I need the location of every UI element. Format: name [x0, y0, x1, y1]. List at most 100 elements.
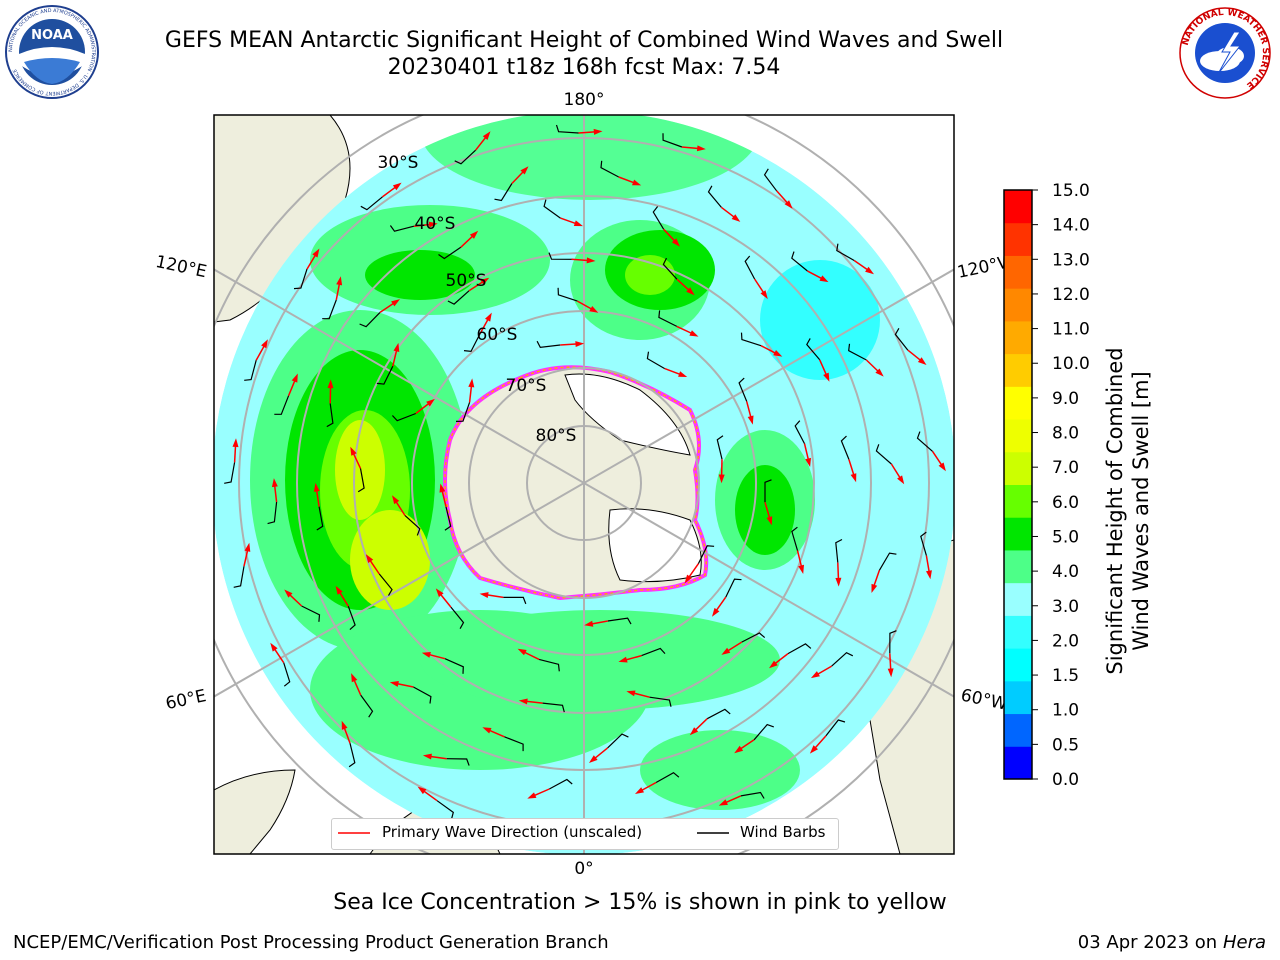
- wind-barb: [347, 605, 356, 631]
- wind-barb: [875, 444, 892, 465]
- lat-label-60s: 60°S: [477, 325, 518, 345]
- wave-direction-arrowhead: [731, 214, 741, 222]
- wave-direction-arrow: [427, 653, 446, 660]
- wave-direction-arrow: [664, 367, 682, 376]
- wind-barb: [536, 340, 561, 349]
- wave-direction-arrow: [865, 359, 880, 374]
- colorbar-segment: [1004, 484, 1032, 518]
- wind-barb: [555, 124, 579, 134]
- wave-direction-arrowhead: [350, 446, 357, 456]
- wave-direction-arrowhead: [712, 607, 720, 617]
- wave-direction-arrowhead: [313, 482, 320, 492]
- wave-direction-arrowhead: [284, 589, 293, 598]
- lat-label-70s: 70°S: [506, 376, 547, 396]
- wave-direction-arrow: [726, 641, 743, 653]
- colorbar-segment: [1004, 222, 1032, 256]
- lat-label-30s: 30°S: [378, 153, 419, 173]
- wind-barb: [543, 199, 561, 219]
- wave-direction-arrow: [776, 190, 790, 205]
- wind-barb: [607, 733, 629, 749]
- colorbar-segment: [1004, 386, 1032, 420]
- forecast-info: 20230401 t18z 168h fcst Max: 7.54: [387, 55, 781, 80]
- wind-barb: [494, 183, 513, 202]
- wind-barb: [348, 743, 356, 768]
- wave-direction-arrow: [379, 301, 396, 314]
- wind-barb: [463, 333, 481, 353]
- wave-direction-arrowhead: [312, 248, 320, 258]
- wave-direction-arrow: [806, 270, 824, 280]
- wind-barb: [444, 658, 464, 674]
- wind-barb: [753, 723, 774, 741]
- wave-direction-arrowhead: [336, 276, 343, 286]
- wave-direction-arrowhead: [626, 690, 636, 697]
- wave-direction-arrow: [681, 146, 700, 150]
- wind-barb: [267, 501, 278, 525]
- wave-direction-arrow: [287, 378, 297, 396]
- wind-barb: [848, 343, 867, 361]
- lon-label-0: 0°: [574, 859, 593, 879]
- wave-direction-arrowhead: [365, 554, 374, 563]
- wind-barb: [791, 251, 808, 272]
- wind-barb: [662, 133, 683, 148]
- wind-barb: [504, 736, 524, 752]
- wind-barb: [607, 617, 632, 625]
- wave-direction-arrowhead: [635, 787, 644, 794]
- wave-direction-arrow: [676, 278, 691, 292]
- wave-direction-arrowhead: [261, 339, 268, 349]
- wave-direction-arrowhead: [391, 299, 400, 307]
- wind-barb: [889, 630, 897, 654]
- noaa-logo-text: NOAA: [31, 28, 73, 43]
- wave-direction-arrowhead: [517, 648, 527, 656]
- wind-barb: [794, 420, 806, 444]
- wind-barb: [649, 696, 672, 707]
- colorbar-segment: [1004, 549, 1032, 584]
- wind-barb: [646, 351, 666, 370]
- colorbar-tick-label: 3.0: [1052, 597, 1079, 617]
- colorbar-tick-label: 10.0: [1052, 354, 1090, 374]
- wave-direction-arrowhead: [327, 379, 334, 389]
- wave-direction-arrowhead: [747, 415, 754, 425]
- wave-direction-arrow: [273, 647, 285, 664]
- wave-direction-arrowhead: [686, 287, 695, 296]
- wave-direction-arrowhead: [584, 620, 594, 627]
- wave-direction-arrowhead: [232, 438, 239, 448]
- wave-direction-arrowhead: [482, 727, 492, 734]
- colorbar-segment: [1004, 320, 1032, 355]
- wind-barb: [831, 651, 854, 667]
- wind-barb: [706, 708, 731, 720]
- colorbar-tick-label: 6.0: [1052, 493, 1079, 513]
- colorbar-frame: [1003, 189, 1033, 780]
- colorbar-tick-label: 14.0: [1052, 216, 1090, 236]
- wave-direction-arrowhead: [784, 200, 793, 209]
- sea-ice-note: Sea Ice Concentration > 15% is shown in …: [333, 890, 947, 915]
- wave-direction-arrow: [796, 550, 803, 569]
- colorbar-tick-label: 0.0: [1052, 770, 1079, 790]
- wind-barb: [740, 332, 762, 347]
- wind-barb: [878, 552, 897, 571]
- wave-direction-arrow: [255, 344, 266, 361]
- wave-direction-arrow: [338, 590, 349, 607]
- colorbar-tick-label: 0.5: [1052, 735, 1079, 755]
- wave-direction-arrowhead: [684, 574, 692, 584]
- wave-direction-arrowhead: [871, 583, 878, 593]
- wind-barb: [359, 311, 381, 328]
- wave-direction-arrowhead: [823, 372, 830, 382]
- colorbar-tick-label: 2.0: [1052, 631, 1079, 651]
- wave-direction-arrowhead: [573, 220, 583, 227]
- wave-direction-arrow: [352, 678, 362, 696]
- wave-direction-arrowhead: [678, 371, 688, 377]
- wave-direction-arrow: [589, 620, 608, 625]
- wave-direction-arrow: [522, 650, 540, 661]
- wind-barb: [322, 299, 337, 320]
- wave-direction-arrow: [243, 548, 249, 567]
- wave-direction-arrow: [931, 450, 944, 467]
- wave-direction-arrow: [532, 788, 550, 797]
- wind-barb: [557, 287, 578, 302]
- wave-direction-arrow: [813, 735, 827, 750]
- wave-direction-arrowhead: [875, 368, 884, 377]
- wave-direction-arrow: [687, 563, 700, 579]
- colorbar-segment: [1004, 648, 1032, 682]
- wave-direction-arrow: [618, 176, 636, 185]
- wind-barb: [301, 605, 321, 622]
- wind-barb: [447, 290, 470, 305]
